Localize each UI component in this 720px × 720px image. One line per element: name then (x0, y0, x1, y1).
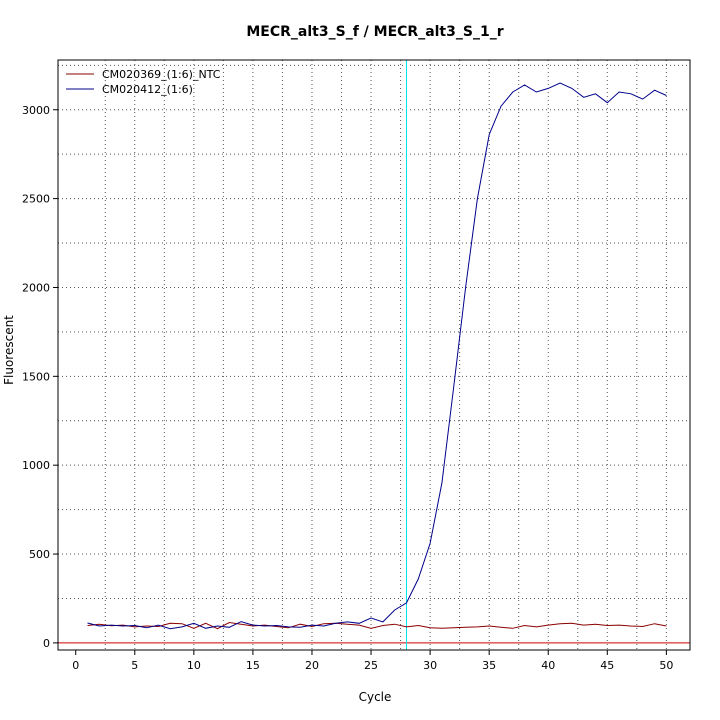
x-axis-label: Cycle (359, 690, 392, 704)
x-tick-label: 40 (541, 659, 555, 672)
series-line-1 (87, 621, 667, 630)
y-axis-label: Fluorescent (2, 315, 16, 385)
plot-frame (57, 59, 691, 651)
y-tick-label: 2000 (22, 281, 50, 294)
x-tick-label: 0 (72, 659, 79, 672)
chart-title: MECR_alt3_S_f / MECR_alt3_S_1_r (246, 24, 503, 40)
x-tick-label: 10 (187, 659, 201, 672)
legend: CM020369_(1:6)_NTC CM020412_(1:6) (66, 68, 221, 96)
x-tick-label: 35 (482, 659, 496, 672)
series-layer (87, 82, 667, 630)
y-tick-label: 500 (29, 548, 50, 561)
legend-entry: CM020412_(1:6) (102, 83, 193, 96)
legend-entry: CM020369_(1:6)_NTC (102, 68, 221, 81)
y-tick-label: 1000 (22, 459, 50, 472)
x-tick-label: 15 (246, 659, 260, 672)
y-tick-label: 0 (43, 637, 50, 650)
series-line-2 (87, 82, 667, 630)
x-tick-label: 20 (305, 659, 319, 672)
x-tick-label: 5 (131, 659, 138, 672)
y-tick-label: 2500 (22, 193, 50, 206)
y-axis: 0 500 1000 1500 2000 2500 3000 (22, 104, 58, 650)
grid-lines (58, 60, 690, 650)
y-tick-label: 3000 (22, 104, 50, 117)
x-tick-label: 45 (600, 659, 614, 672)
x-tick-label: 25 (364, 659, 378, 672)
y-tick-label: 1500 (22, 370, 50, 383)
x-axis: 0 5 10 15 20 25 30 35 40 45 50 (72, 650, 673, 672)
x-tick-label: 30 (423, 659, 437, 672)
x-tick-label: 50 (659, 659, 673, 672)
